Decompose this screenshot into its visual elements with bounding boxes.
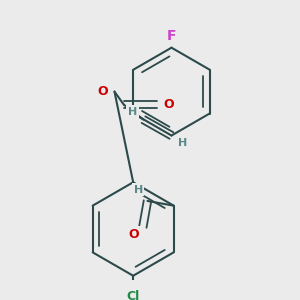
Text: H: H: [134, 185, 143, 195]
Text: O: O: [164, 98, 174, 111]
Text: F: F: [167, 28, 176, 43]
Text: Cl: Cl: [127, 290, 140, 300]
Text: H: H: [178, 138, 187, 148]
Text: O: O: [128, 228, 139, 241]
Text: H: H: [128, 107, 137, 117]
Text: O: O: [97, 85, 108, 98]
